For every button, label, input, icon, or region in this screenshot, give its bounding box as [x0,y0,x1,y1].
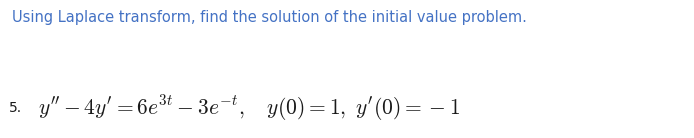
Text: $y^{\prime\prime} - 4y^{\prime} = 6e^{3t} - 3e^{-t},\quad y(0) = 1,\ y^{\prime}(: $y^{\prime\prime} - 4y^{\prime} = 6e^{3t… [38,93,461,123]
Text: 5.: 5. [9,101,22,115]
Text: Using Laplace transform, find the solution of the initial value problem.: Using Laplace transform, find the soluti… [12,10,527,25]
